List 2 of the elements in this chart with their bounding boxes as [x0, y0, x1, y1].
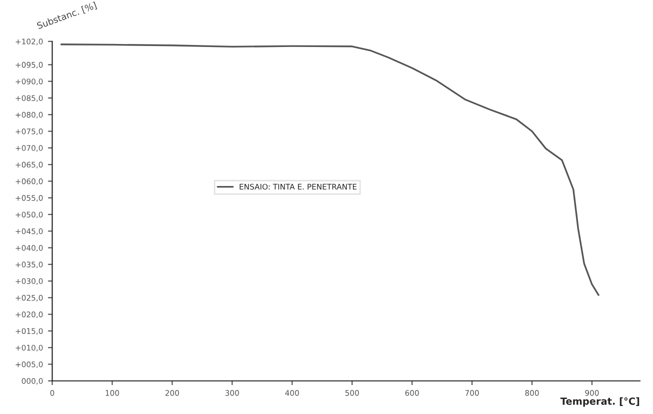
x-axis-title: Temperat. [°C] — [560, 397, 640, 407]
line-series — [60, 44, 600, 296]
